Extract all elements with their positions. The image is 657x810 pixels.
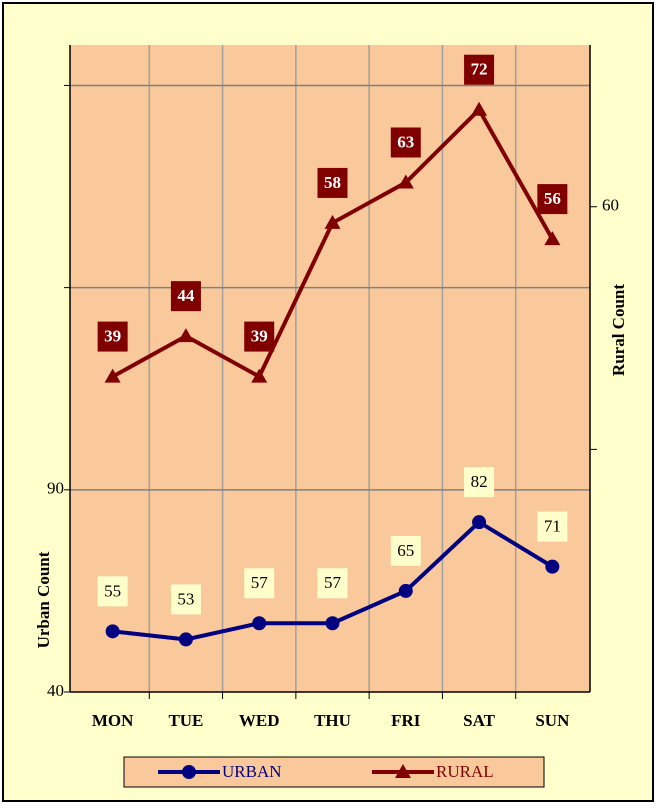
point	[544, 231, 561, 246]
x-tick-label: SAT	[463, 711, 495, 730]
point	[545, 559, 560, 574]
data-label-box	[537, 184, 568, 215]
data-label-box	[244, 321, 275, 352]
x-tick-label: MON	[92, 711, 134, 730]
data-label: 57	[251, 573, 269, 592]
data-label: 71	[544, 517, 561, 536]
point	[395, 764, 411, 778]
data-label: 58	[324, 173, 341, 192]
point	[252, 616, 267, 631]
point	[105, 624, 120, 639]
data-label-box	[390, 127, 421, 158]
data-label: 65	[397, 541, 414, 560]
data-label-box	[170, 281, 201, 312]
point	[325, 616, 340, 631]
y2-axis-title: Rural Count	[609, 284, 628, 376]
legend-label: URBAN	[222, 762, 282, 781]
point	[104, 368, 121, 383]
y-tick-label: 90	[47, 479, 64, 498]
data-label: 55	[104, 581, 121, 600]
data-label-box	[390, 535, 421, 566]
data-label: 82	[471, 472, 488, 491]
data-label-box	[170, 584, 201, 615]
point	[472, 515, 487, 530]
data-label-box	[97, 321, 128, 352]
data-label-box	[97, 576, 128, 607]
data-label-box	[244, 568, 275, 599]
point	[177, 328, 194, 343]
x-tick-label: THU	[314, 711, 351, 730]
point	[398, 583, 413, 598]
x-tick-label: FRI	[391, 711, 421, 730]
point	[397, 174, 414, 189]
data-label: 39	[104, 326, 121, 345]
y2-tick-label: 60	[602, 196, 619, 215]
point	[178, 632, 193, 647]
x-tick-label: SUN	[535, 711, 570, 730]
y-tick-label: 40	[47, 681, 64, 700]
data-label-box	[464, 54, 495, 85]
data-label: 72	[471, 60, 488, 79]
data-label-box	[317, 568, 348, 599]
y-axis-title: Urban Count	[34, 551, 53, 648]
data-label: 63	[397, 132, 414, 151]
data-label: 57	[324, 573, 342, 592]
point	[324, 214, 341, 229]
x-tick-label: WED	[239, 711, 280, 730]
data-label: 39	[251, 326, 268, 345]
legend-label: RURAL	[436, 762, 494, 781]
data-label: 56	[544, 189, 561, 208]
data-label: 53	[177, 589, 194, 608]
x-tick-label: TUE	[168, 711, 203, 730]
point	[251, 368, 268, 383]
data-label-box	[464, 467, 495, 498]
point	[471, 101, 488, 116]
data-label-box	[317, 167, 348, 198]
data-label: 44	[177, 286, 195, 305]
point	[182, 765, 196, 779]
data-label-box	[537, 511, 568, 542]
